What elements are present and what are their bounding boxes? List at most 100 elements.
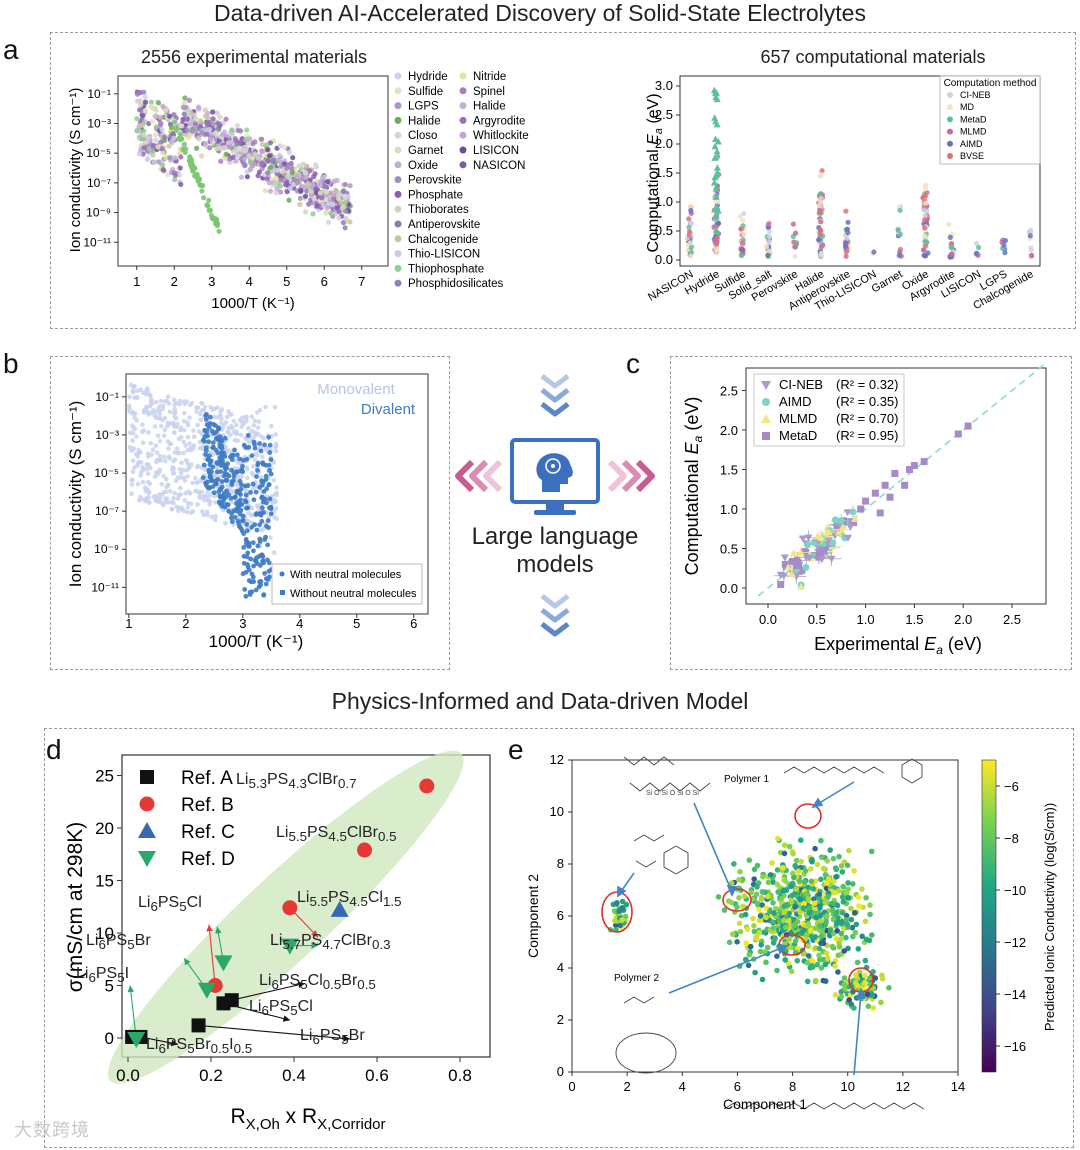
panel-a-right-chart: 657 computational materials 0.0 0.5 1.0 1.5… (645, 47, 1041, 313)
data-point (230, 478, 236, 484)
data-point (181, 111, 187, 117)
data-point (170, 465, 175, 470)
legend-label: Chalcogenide (408, 234, 478, 246)
colorbar-tick-label: −10 (1004, 883, 1026, 898)
y-tick-label: 0.5 (720, 542, 738, 557)
data-point (817, 549, 825, 557)
data-point (839, 910, 846, 916)
data-point (236, 504, 241, 510)
data-point (160, 167, 166, 173)
x-tick-label: 6 (321, 274, 328, 289)
data-point (794, 957, 801, 964)
data-point (145, 471, 151, 476)
x-tick-label: 6 (410, 616, 417, 631)
y-tick-label: 10⁻⁹ (86, 206, 111, 220)
data-point (865, 1003, 872, 1010)
legend-marker (459, 161, 467, 169)
panel-a-left-xticks: 1 2 3 4 5 6 7 (133, 266, 365, 289)
data-point (206, 439, 212, 445)
data-point (165, 439, 171, 444)
data-point (179, 136, 185, 142)
data-point (750, 915, 756, 922)
data-point (783, 887, 789, 894)
data-point (854, 959, 861, 966)
data-point (838, 930, 845, 937)
data-point (712, 238, 719, 244)
data-point (181, 141, 187, 147)
data-point (781, 917, 787, 923)
data-point (751, 876, 757, 882)
data-point-refb (419, 778, 435, 794)
data-point (347, 183, 353, 189)
data-point (206, 119, 212, 125)
data-point (157, 438, 163, 444)
data-point (229, 515, 234, 521)
data-point (206, 207, 212, 213)
data-point (753, 891, 760, 898)
x-tick-label: 2 (624, 1079, 631, 1094)
data-point (818, 965, 825, 971)
data-point (251, 579, 257, 584)
data-point (181, 439, 186, 445)
data-point (130, 438, 135, 443)
data-point (149, 397, 154, 402)
colorbar-tick-label: −6 (1004, 779, 1019, 794)
x-tick-label: 1.5 (905, 612, 923, 627)
panel-e-yticks: 0 2 4 6 8 10 12 (550, 752, 572, 1079)
data-point (194, 145, 200, 151)
data-point (267, 164, 274, 170)
data-point (791, 923, 797, 929)
data-point (200, 475, 206, 480)
data-point (818, 876, 824, 883)
data-point (311, 174, 317, 180)
data-point (255, 410, 260, 415)
data-point (266, 153, 272, 159)
data-point (805, 884, 811, 891)
data-point (244, 522, 250, 527)
data-point (217, 145, 223, 151)
data-point (818, 933, 825, 940)
data-point (805, 896, 812, 902)
data-point (223, 464, 229, 470)
data-point (338, 199, 344, 206)
data-point (227, 144, 233, 150)
data-point (154, 470, 159, 475)
panel-letter-b: b (3, 348, 19, 379)
panel-letter-a: a (3, 34, 19, 65)
data-point (260, 554, 266, 559)
data-point (218, 420, 224, 426)
data-point (243, 146, 249, 152)
data-point (253, 432, 259, 437)
y-tick-label: 0.0 (720, 581, 738, 596)
data-point (223, 116, 229, 122)
data-point (792, 862, 798, 869)
data-point (234, 452, 240, 458)
data-point (922, 253, 929, 259)
data-point (806, 905, 813, 911)
data-point (714, 137, 722, 145)
data-point (263, 534, 268, 540)
data-point (137, 89, 143, 96)
data-point (846, 997, 852, 1003)
data-point (210, 116, 216, 122)
data-point (184, 399, 190, 404)
y-tick-label: 10 (550, 804, 564, 819)
data-point (211, 490, 217, 496)
data-point (796, 582, 805, 590)
data-point (793, 857, 800, 864)
data-point (313, 186, 319, 192)
data-point (834, 928, 840, 934)
data-point (269, 423, 274, 429)
data-point (812, 878, 819, 884)
data-point (152, 132, 158, 138)
data-point (242, 498, 248, 503)
data-point-refd (197, 982, 216, 999)
data-point (286, 175, 292, 181)
data-point (140, 132, 146, 138)
data-point (150, 447, 156, 452)
legend-label: MD (960, 102, 974, 112)
data-point (239, 502, 245, 507)
data-point (838, 993, 845, 1000)
data-point (686, 224, 692, 230)
panel-b-label-monovalent: Monovalent (317, 381, 395, 398)
